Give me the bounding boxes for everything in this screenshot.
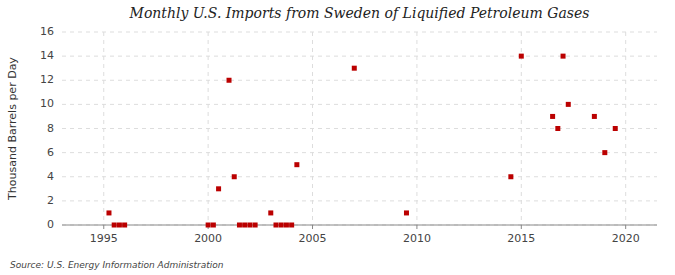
- y-grid-line: [62, 32, 657, 33]
- chart-container: 0 2 4 6 8 10 12 14 16 Thousand Barrels per Day 199…: [0, 0, 675, 275]
- y-tick-label: 8: [47, 122, 54, 135]
- x-axis: 1995 2000 2005 2010 2015 2020: [62, 225, 657, 245]
- x-tick: [416, 225, 417, 229]
- x-axis-line: [62, 225, 657, 226]
- x-grid-line: [416, 32, 417, 225]
- x-grid-line: [312, 32, 313, 225]
- data-point: [237, 223, 242, 228]
- x-tick-label: 2000: [194, 232, 222, 245]
- data-point: [519, 54, 524, 59]
- x-grid-line: [521, 32, 522, 225]
- y-tick-label: 12: [40, 73, 54, 86]
- x-tick: [521, 225, 522, 229]
- chart-title: Monthly U.S. Imports from Sweden of Liqu…: [129, 5, 590, 21]
- data-point: [404, 210, 409, 215]
- data-point: [247, 223, 252, 228]
- y-grid-line: [62, 152, 657, 153]
- data-point: [550, 114, 555, 119]
- data-point: [112, 223, 117, 228]
- x-tick: [625, 225, 626, 229]
- grid: [62, 32, 657, 225]
- y-tick-label: 4: [47, 170, 54, 183]
- data-point: [227, 78, 232, 83]
- data-point: [294, 162, 299, 167]
- data-point: [592, 114, 597, 119]
- x-tick-label: 2020: [612, 232, 640, 245]
- data-point: [232, 174, 237, 179]
- data-point: [613, 126, 618, 131]
- y-grid-line: [62, 200, 657, 201]
- data-point: [566, 102, 571, 107]
- data-point: [273, 223, 278, 228]
- data-point: [106, 210, 111, 215]
- data-point: [561, 54, 566, 59]
- data-point: [508, 174, 513, 179]
- points: [106, 54, 617, 228]
- data-point: [242, 223, 247, 228]
- y-tick-label: 0: [47, 218, 54, 231]
- y-grid-line: [62, 56, 657, 57]
- y-grid-line: [62, 225, 657, 226]
- data-point: [253, 223, 258, 228]
- data-point: [206, 223, 211, 228]
- data-point: [289, 223, 294, 228]
- data-point: [211, 223, 216, 228]
- chart-svg: 0 2 4 6 8 10 12 14 16 Thousand Barrels per Day 199…: [0, 0, 675, 275]
- y-grid-line: [62, 80, 657, 81]
- data-point: [555, 126, 560, 131]
- data-point: [117, 223, 122, 228]
- x-tick-label: 2015: [507, 232, 535, 245]
- x-grid-line: [208, 32, 209, 225]
- y-tick-label: 16: [40, 25, 54, 38]
- data-point: [122, 223, 127, 228]
- y-tick-label: 2: [47, 194, 54, 207]
- y-tick-label: 6: [47, 146, 54, 159]
- x-tick: [103, 225, 104, 229]
- x-tick-label: 2005: [299, 232, 327, 245]
- y-tick-label: 14: [40, 49, 54, 62]
- y-grid-line: [62, 128, 657, 129]
- x-grid-line: [625, 32, 626, 225]
- data-point: [268, 210, 273, 215]
- y-grid-line: [62, 176, 657, 177]
- data-point: [216, 186, 221, 191]
- data-point: [284, 223, 289, 228]
- x-tick: [312, 225, 313, 229]
- x-grid-line: [103, 32, 104, 225]
- y-axis: 0 2 4 6 8 10 12 14 16 Thousand Barrels per Day: [6, 25, 54, 231]
- data-point: [602, 150, 607, 155]
- x-tick-label: 1995: [90, 232, 118, 245]
- data-point: [352, 66, 357, 71]
- data-point: [279, 223, 284, 228]
- x-tick-label: 2010: [403, 232, 431, 245]
- source-note: Source: U.S. Energy Information Administ…: [10, 260, 224, 270]
- y-axis-label: Thousand Barrels per Day: [6, 57, 19, 201]
- y-tick-label: 10: [40, 97, 54, 110]
